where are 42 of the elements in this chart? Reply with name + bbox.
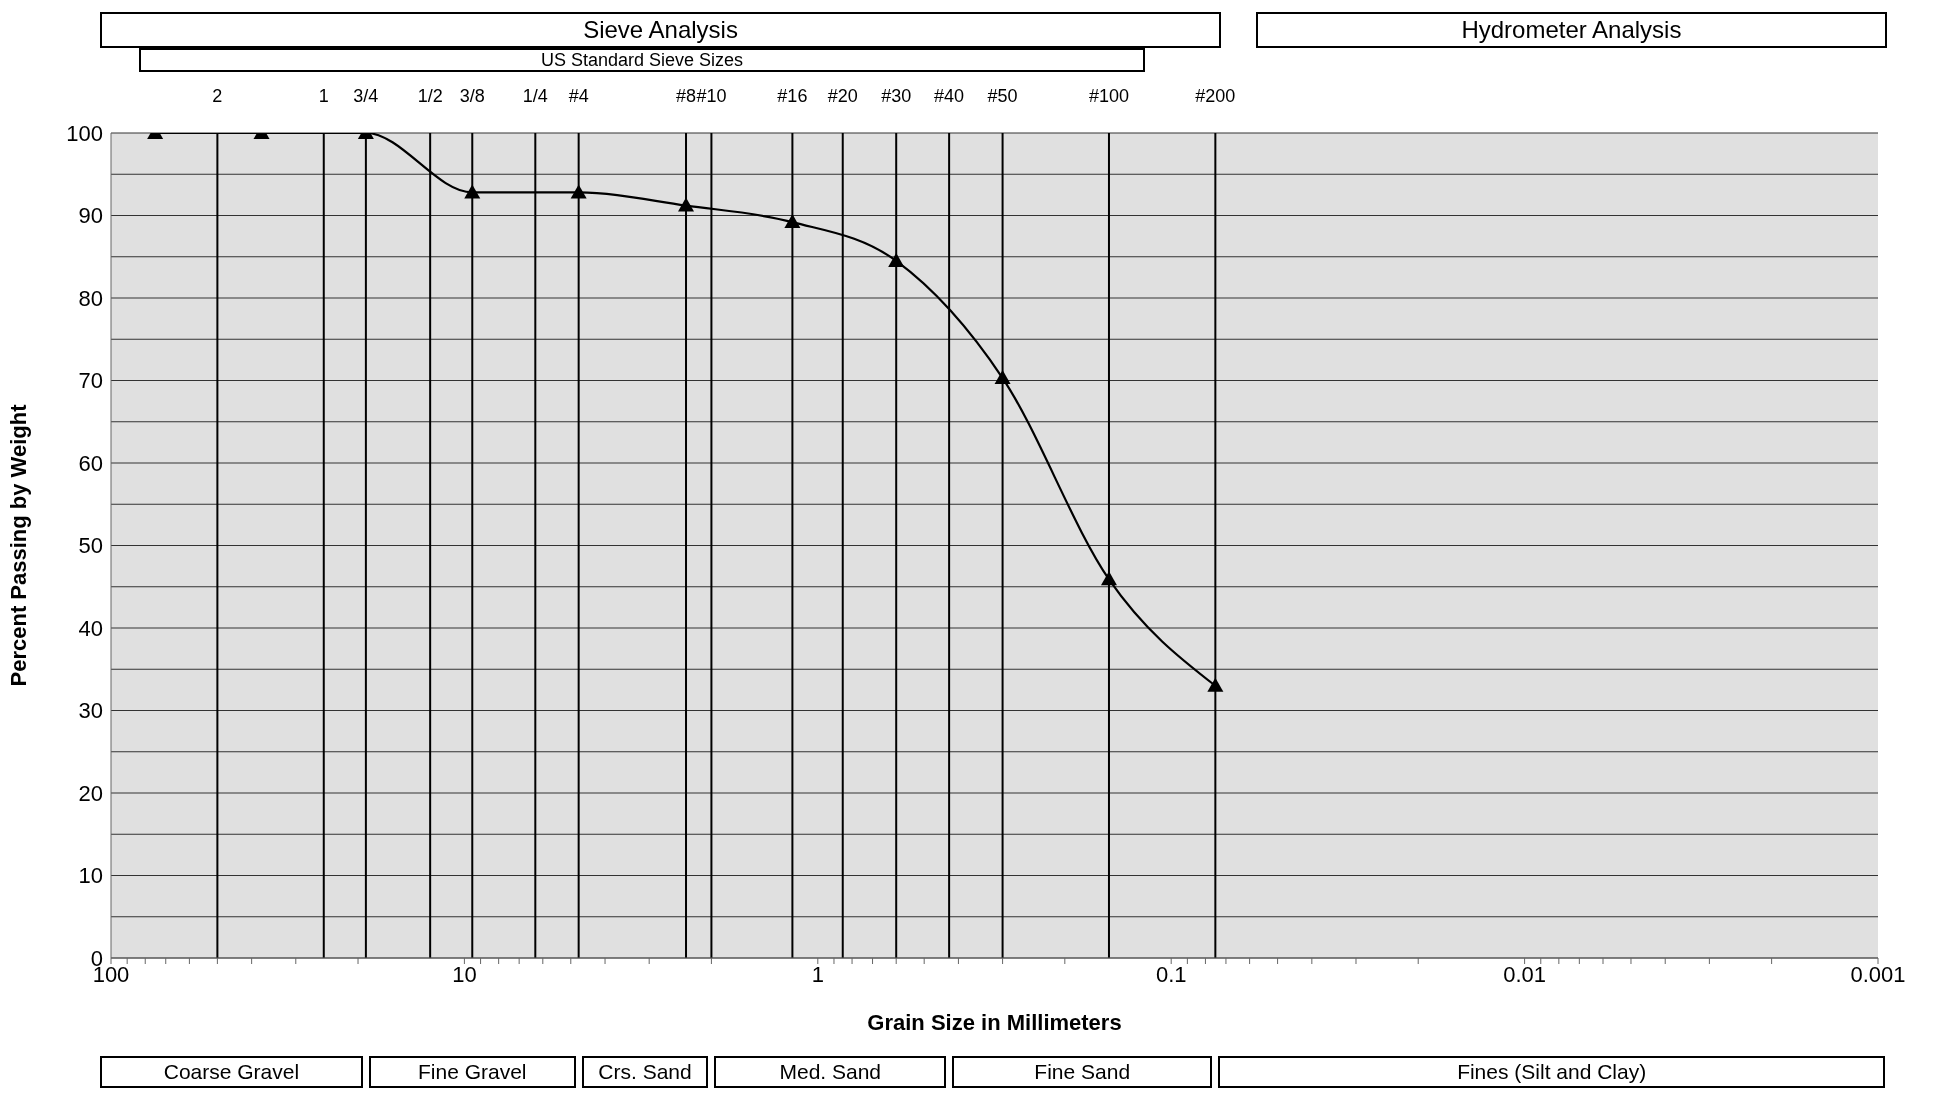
- x-tick-label: 10: [452, 961, 477, 987]
- text: #4: [568, 86, 589, 106]
- x-tick-label: 0.001: [1850, 961, 1906, 987]
- text: Med. Sand: [714, 1056, 947, 1088]
- text: Fine Gravel: [368, 1056, 576, 1088]
- text: US Standard Sieve Sizes: [139, 48, 1145, 72]
- x-axis-title: Grain Size in Millimeters: [867, 1010, 1122, 1035]
- y-tick-label: 100: [66, 120, 103, 146]
- text: Coarse Gravel: [100, 1056, 363, 1088]
- text: Sieve Analysis: [100, 12, 1221, 48]
- y-tick-label: 70: [78, 368, 103, 394]
- text: 3/4: [353, 86, 379, 106]
- text: Fine Sand: [952, 1056, 1213, 1088]
- text: #10: [696, 86, 727, 106]
- text: 1/4: [522, 86, 548, 106]
- text: #40: [934, 86, 965, 106]
- x-tick-label: 1: [811, 961, 824, 987]
- x-tick-label: 0.1: [1155, 961, 1187, 987]
- y-tick-label: 10: [78, 863, 103, 889]
- text: Hydrometer Analysis: [1256, 12, 1887, 48]
- text: #30: [881, 86, 912, 106]
- text: #16: [777, 86, 808, 106]
- x-tick-label: 0.01: [1503, 961, 1547, 987]
- y-tick-label: 50: [78, 533, 103, 559]
- text: #20: [827, 86, 858, 106]
- y-tick-label: 30: [78, 698, 103, 724]
- text: #200: [1194, 85, 1237, 107]
- text: 1: [318, 86, 329, 106]
- text: #50: [986, 85, 1019, 107]
- text: 3/8: [459, 86, 485, 106]
- y-axis-title: Percent Passing by Weight: [5, 403, 31, 687]
- text: Crs. Sand: [581, 1056, 709, 1088]
- text: Fines (Silt and Clay): [1218, 1056, 1885, 1088]
- y-tick-label: 80: [78, 285, 103, 311]
- y-tick-label: 40: [78, 615, 103, 641]
- y-tick-label: 20: [78, 780, 103, 806]
- text: #8: [675, 86, 697, 106]
- text: #100: [1087, 85, 1130, 107]
- y-tick-label: 90: [78, 203, 103, 229]
- text: 1/2: [417, 86, 443, 106]
- y-tick-label: 60: [78, 450, 103, 476]
- text: 2: [211, 85, 224, 107]
